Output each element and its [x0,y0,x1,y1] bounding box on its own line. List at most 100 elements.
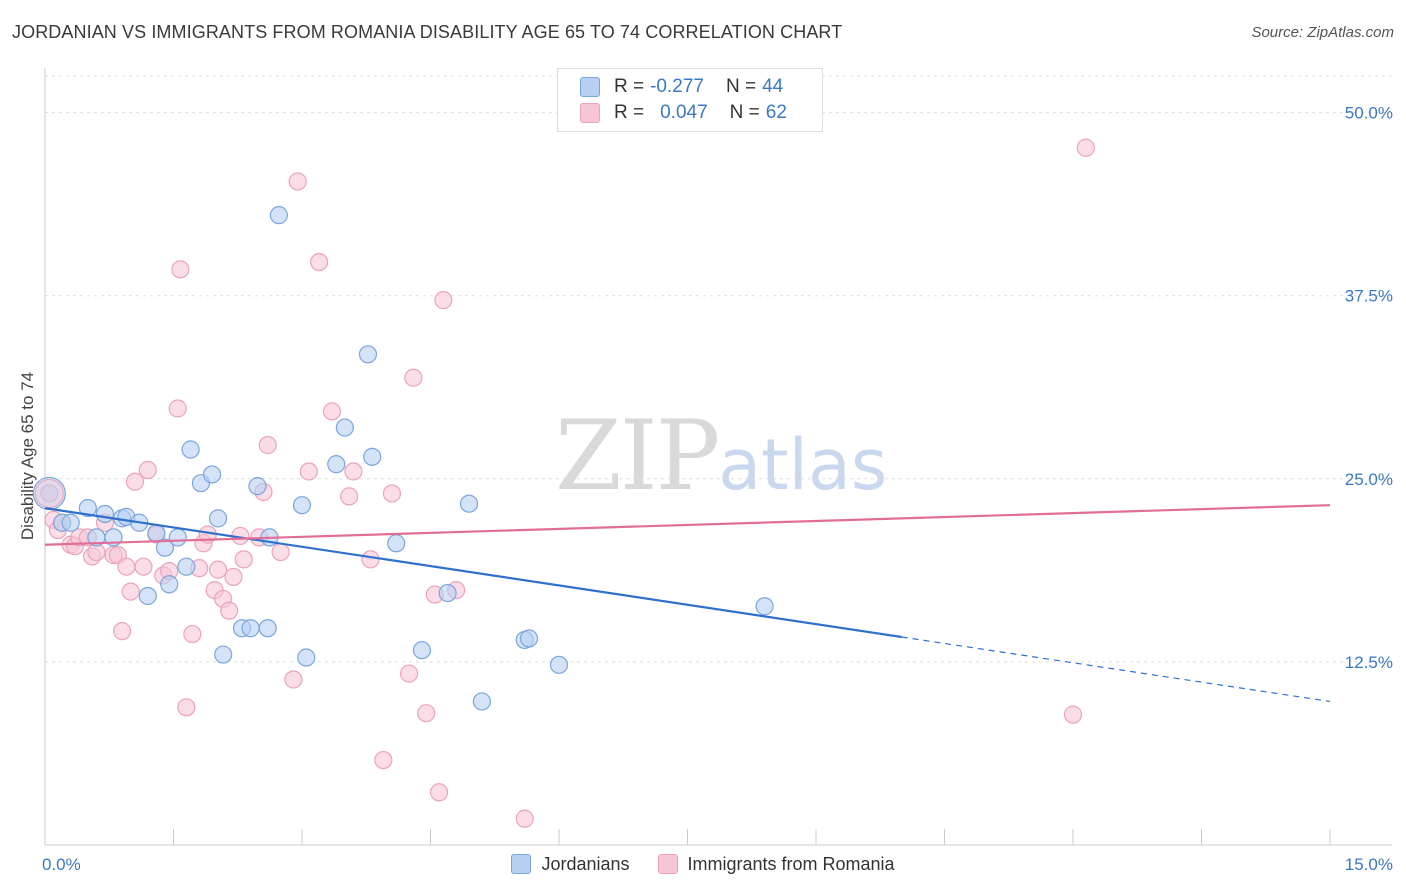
data-point-jordanians [387,534,406,553]
series-legend: Jordanians Immigrants from Romania [0,852,1406,876]
legend-n-label: N = [729,102,760,123]
data-point-jordanians [269,206,288,225]
data-point-romania [515,809,534,828]
data-point-romania [138,460,157,480]
data-point-romania [429,783,449,802]
y-axis-label: Disability Age 65 to 74 [18,371,37,541]
legend-swatch-blue [580,77,600,97]
y-tick-label: 25.0% [1345,470,1393,489]
legend-n-value: 62 [765,102,787,123]
data-point-jordanians [95,504,115,524]
trend-line-extension-jordanians [901,636,1331,703]
legend-r-value: 0.047 [660,102,708,123]
data-point-romania [117,557,136,576]
watermark-zip: ZIP [555,400,720,512]
data-point-romania [361,550,380,569]
data-point-romania [125,472,145,491]
data-point-romania [168,399,187,418]
data-point-jordanians [61,513,80,532]
data-point-romania [340,487,359,506]
data-point-romania [134,557,153,576]
data-point-romania [382,484,402,503]
y-tick-label: 37.5% [1345,287,1393,306]
data-point-romania [299,462,318,481]
source-label: Source: ZipAtlas.com [1251,24,1394,41]
data-point-jordanians [202,465,222,484]
data-point-jordanians [549,655,569,674]
legend-swatch-blue [511,854,532,874]
data-point-jordanians [292,496,312,515]
x-tick-label: 0.0% [42,855,81,874]
data-point-romania [171,260,190,279]
data-point-romania [417,704,436,723]
data-point-jordanians [78,499,97,518]
data-point-romania [258,436,277,455]
data-point-jordanians [472,692,491,711]
legend-row-romania: R = 0.047 N = 62 [580,101,787,125]
legend-item-romania[interactable]: Immigrants from Romania [657,853,895,875]
legend-r-label: R = [614,102,645,123]
data-point-jordanians [459,494,479,513]
legend-item-jordanians[interactable]: Jordanians [511,853,630,875]
data-point-romania [344,462,363,481]
data-point-romania [121,582,140,601]
data-point-jordanians [327,455,346,474]
data-point-jordanians [138,586,157,606]
data-point-jordanians [155,538,175,557]
data-point-jordanians [412,641,432,660]
trend-line-jordanians [44,507,902,639]
legend-swatch-pink [657,854,678,874]
data-point-romania [183,624,202,644]
data-point-jordanians [177,557,196,576]
data-point-romania [208,560,228,579]
data-point-romania [322,402,342,421]
data-point-romania [399,664,419,683]
legend-swatch-pink [580,103,600,123]
legend-r-value: -0.277 [650,76,704,97]
watermark-atlas: atlas [718,424,888,506]
data-point-jordanians [335,418,354,437]
data-point-jordanians [160,575,179,594]
data-point-jordanians [208,509,228,528]
data-point-romania [34,478,64,508]
data-point-jordanians [519,629,539,648]
data-point-jordanians [214,645,233,664]
data-point-romania [288,172,307,191]
watermark: ZIPatlas [555,400,887,512]
data-point-romania [177,698,196,717]
data-point-jordanians [438,583,457,603]
legend-n-label: N = [725,76,757,97]
legend-r-label: R = [614,76,645,97]
data-point-romania [310,252,329,272]
data-point-jordanians [181,440,200,459]
data-point-jordanians [248,477,267,496]
correlation-legend: R = -0.277 N = 44 R = 0.047 N = 62 [557,68,823,132]
data-point-romania [1063,705,1083,724]
data-point-romania [224,567,243,587]
legend-label-jordanians: Jordanians [541,853,630,874]
data-point-jordanians [363,447,382,466]
legend-label-romania: Immigrants from Romania [687,853,895,874]
trend-line-romania [44,504,1331,546]
y-tick-label: 12.5% [1345,653,1393,672]
data-point-jordanians [258,619,277,638]
data-point-jordanians [297,648,316,667]
data-point-jordanians [755,597,774,616]
data-point-romania [271,542,290,562]
data-point-jordanians [358,345,378,364]
chart-title: JORDANIAN VS IMMIGRANTS FROM ROMANIA DIS… [12,22,843,42]
y-tick-label: 50.0% [1345,104,1393,123]
data-point-romania [220,601,239,620]
data-point-romania [1076,138,1095,157]
data-point-romania [374,750,393,770]
data-point-romania [284,670,303,689]
data-point-romania [112,622,132,641]
legend-row-jordanians: R = -0.277 N = 44 [580,75,783,99]
legend-n-value: 44 [762,76,784,97]
x-tick-label: 15.0% [1345,855,1393,874]
data-point-romania [434,291,453,310]
data-point-jordanians [168,528,187,547]
data-point-jordanians [241,619,260,638]
data-point-romania [404,368,423,387]
